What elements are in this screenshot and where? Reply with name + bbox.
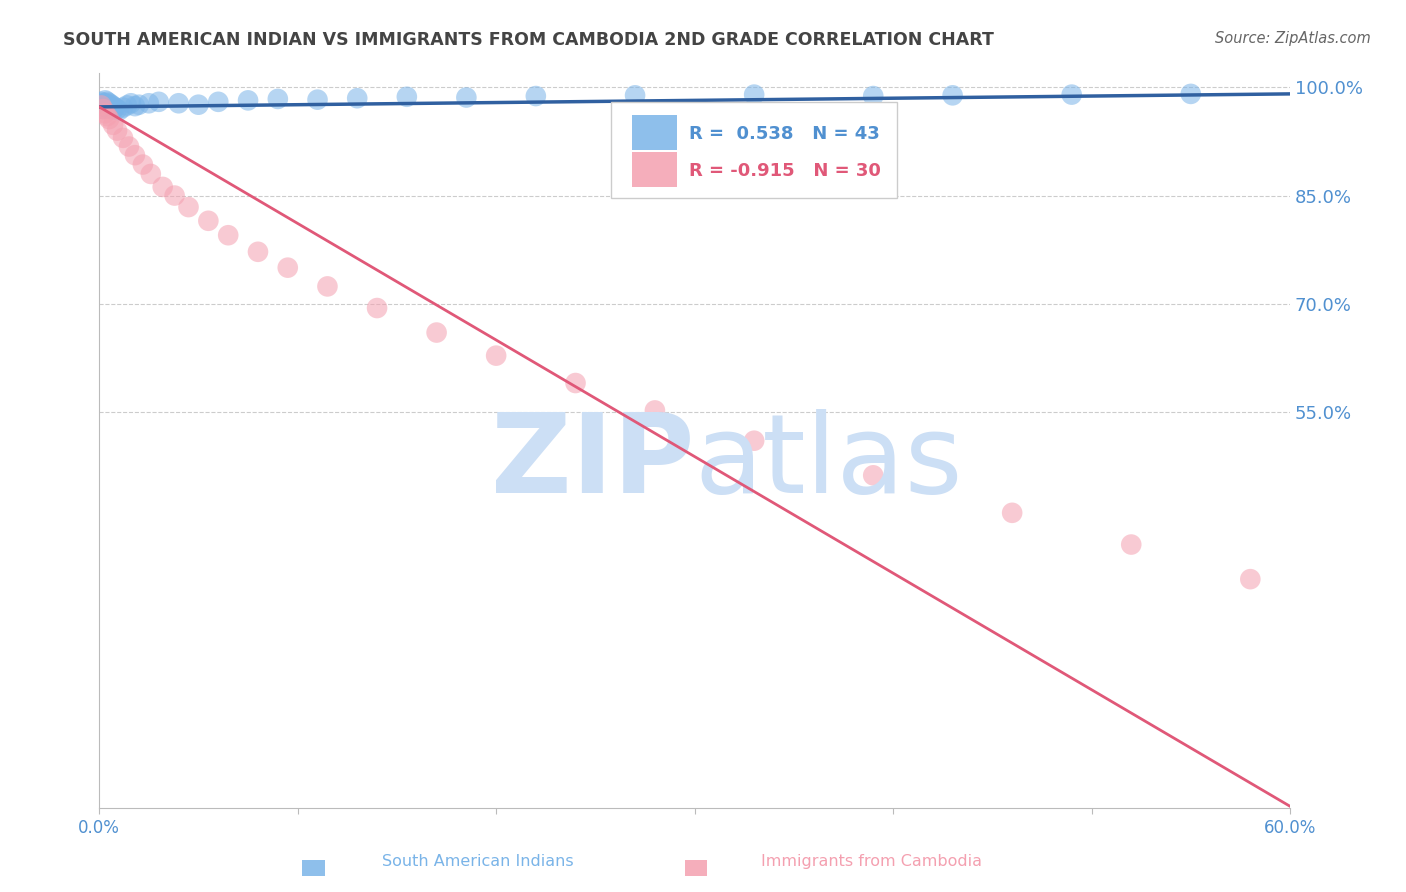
Point [217,228,239,243]
Text: SOUTH AMERICAN INDIAN VS IMMIGRANTS FROM CAMBODIA 2ND GRADE CORRELATION CHART: SOUTH AMERICAN INDIAN VS IMMIGRANTS FROM… [63,31,994,49]
Point [91,99,114,113]
Point [115,98,138,112]
Text: R =  0.538   N = 43: R = 0.538 N = 43 [689,125,879,143]
Point [564,376,586,390]
Point [96,101,118,115]
Text: Immigrants from Cambodia: Immigrants from Cambodia [761,854,983,869]
Point [316,279,339,293]
Point [104,101,127,115]
Text: Source: ZipAtlas.com: Source: ZipAtlas.com [1215,31,1371,46]
Point [207,95,229,109]
Point [524,89,547,103]
Bar [631,152,676,187]
Point [94,106,117,120]
Point [148,95,170,109]
Point [96,97,118,112]
Point [98,100,121,114]
Point [91,102,114,116]
Text: South American Indians: South American Indians [382,854,574,869]
Point [91,96,114,111]
Point [1239,572,1261,586]
Point [862,89,884,103]
Point [1001,506,1024,520]
Point [96,109,118,123]
Text: atlas: atlas [695,409,963,516]
Point [177,200,200,214]
Point [100,101,122,115]
Point [277,260,299,275]
Text: R = -0.915   N = 30: R = -0.915 N = 30 [689,161,880,180]
Point [426,326,449,340]
Point [267,92,290,106]
Point [111,131,134,145]
Point [163,188,186,202]
Point [96,95,118,109]
Point [105,123,128,137]
Point [139,167,162,181]
Point [91,102,114,116]
Point [90,98,112,112]
Point [152,180,174,194]
Point [485,349,508,363]
Point [1180,87,1202,101]
Point [1121,537,1143,551]
Point [94,100,117,114]
Point [118,139,141,153]
Point [167,96,190,111]
Point [105,102,128,116]
Point [644,403,666,417]
Point [124,148,146,162]
Point [456,90,478,104]
Point [90,95,112,109]
Text: ZIP: ZIP [491,409,695,516]
Point [742,434,765,448]
Point [124,99,146,113]
Point [395,89,418,103]
Point [1060,87,1083,102]
Point [132,157,155,171]
Point [98,112,121,127]
Bar [631,115,676,150]
Point [624,88,647,103]
Point [742,87,765,102]
Point [138,96,160,111]
Point [128,97,150,112]
Point [90,98,112,112]
Point [187,97,209,112]
Point [236,94,259,108]
Point [111,101,134,115]
Point [101,99,124,113]
Point [101,103,124,117]
Point [94,96,117,111]
Point [94,94,117,108]
Point [942,88,965,103]
FancyBboxPatch shape [612,103,897,198]
Point [366,301,388,315]
Point [100,97,122,112]
Point [98,96,121,111]
Point [307,93,329,107]
Point [246,244,269,259]
Point [108,103,131,118]
Point [862,468,884,483]
Point [346,91,368,105]
Point [197,214,219,228]
Point [101,118,124,132]
Point [120,96,142,111]
